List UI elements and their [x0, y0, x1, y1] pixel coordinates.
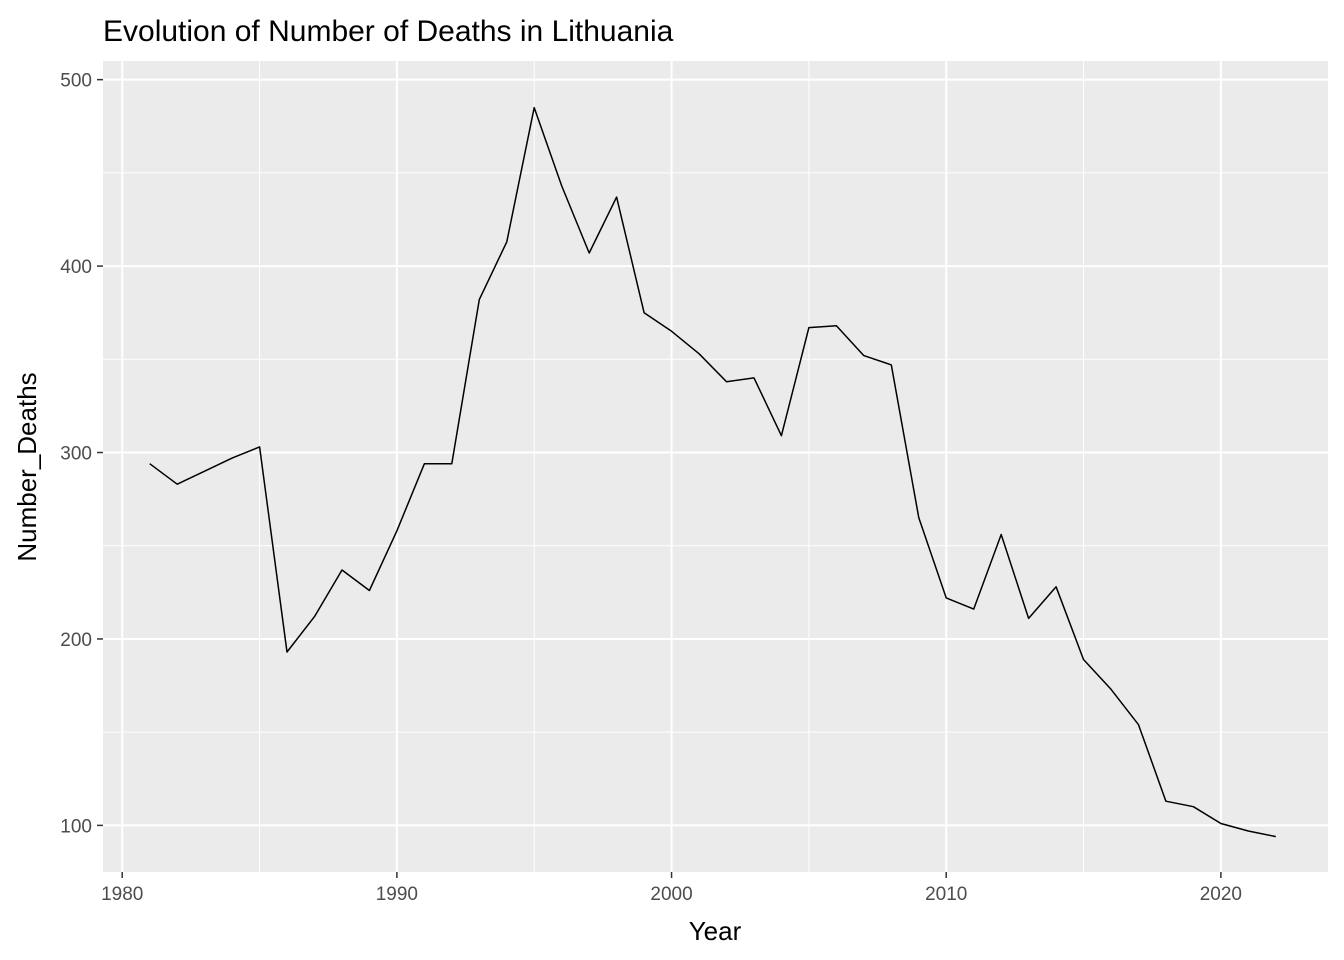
chart-title: Evolution of Number of Deaths in Lithuan… [103, 15, 674, 48]
y-tick-label: 400 [60, 257, 92, 278]
y-tick-label: 300 [60, 444, 92, 465]
plot-panel [103, 61, 1328, 872]
x-axis: 1980 1990 2000 2010 2020 [101, 872, 1242, 905]
minor-gridlines [103, 61, 1328, 872]
y-tick-label: 200 [60, 630, 92, 651]
x-axis-title: Year [689, 916, 742, 946]
y-axis: 100 200 300 400 500 [60, 71, 103, 837]
y-tick-label: 500 [60, 71, 92, 92]
series-layer [149, 106, 1276, 838]
x-tick-label: 2020 [1200, 884, 1242, 905]
x-tick-label: 1980 [101, 884, 143, 905]
y-tick-label: 100 [60, 816, 92, 837]
series-line [149, 106, 1276, 838]
x-tick-label: 1990 [376, 884, 418, 905]
x-tick-label: 2010 [925, 884, 967, 905]
major-gridlines [103, 61, 1328, 872]
y-axis-title: Number_Deaths [12, 372, 42, 561]
x-tick-label: 2000 [650, 884, 692, 905]
